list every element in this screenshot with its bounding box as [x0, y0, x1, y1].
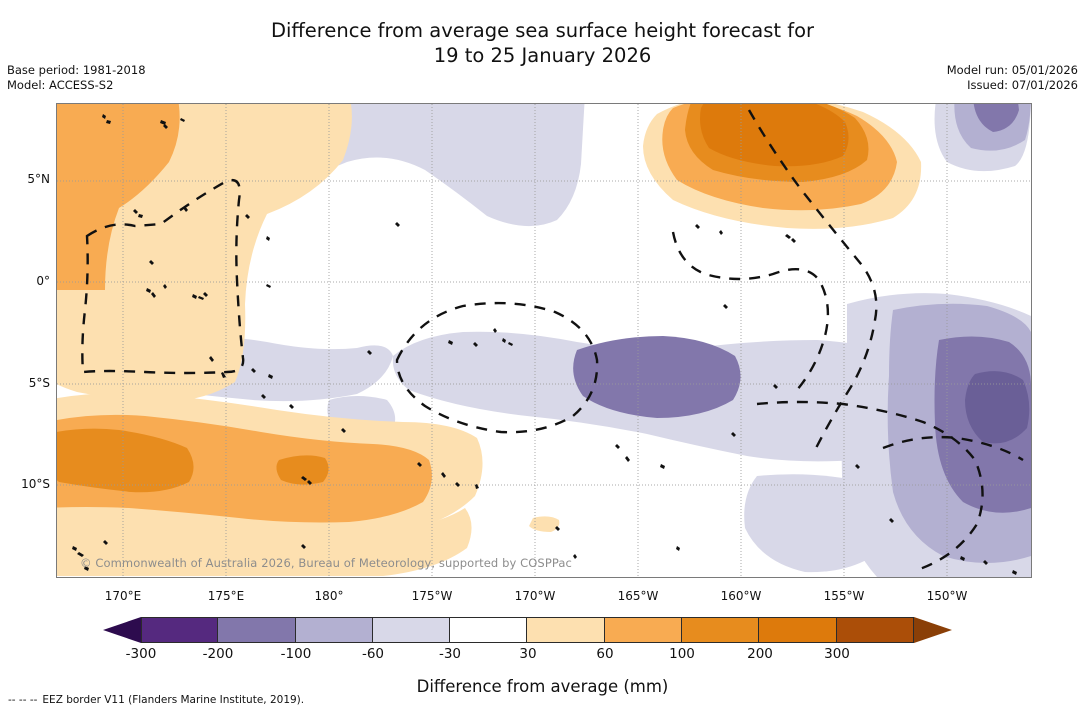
colorbar-tick--100: -100	[280, 646, 312, 662]
model-run-text: Model run: 05/01/2026	[946, 63, 1078, 77]
colorbar-bands	[141, 617, 914, 643]
base-period-text: Base period: 1981-2018	[7, 63, 146, 77]
colorbar-tick-100: 100	[669, 646, 695, 662]
colorbar-tick--60: -60	[361, 646, 385, 662]
colorbar-tick--30: -30	[438, 646, 462, 662]
title-line-2: 19 to 25 January 2026	[433, 44, 652, 67]
model-metadata-left: Base period: 1981-2018 Model: ACCESS-S2	[7, 63, 146, 93]
colorbar-band-7	[682, 617, 760, 643]
eez-legend: -- -- -- EEZ border V11 (Flanders Marine…	[8, 694, 304, 706]
colorbar-band-4	[450, 617, 528, 643]
colorbar-band-8	[759, 617, 837, 643]
lon-label-170w: 170°W	[514, 589, 556, 603]
lat-label-5s: 5°S	[28, 376, 50, 390]
colorbar-band-0	[141, 617, 219, 643]
colorbar-axis-label: Difference from average (mm)	[416, 677, 669, 696]
colorbar-band-2	[295, 617, 373, 643]
lon-label-160w: 160°W	[720, 589, 762, 603]
lat-label-5n: 5°N	[27, 172, 50, 186]
colorbar-tick-300: 300	[824, 646, 850, 662]
lat-label-10s: 10°S	[21, 477, 50, 491]
colorbar-band-3	[372, 617, 451, 643]
lat-label-0: 0°	[36, 274, 50, 288]
colorbar-extend-high	[914, 617, 952, 643]
page-title: Difference from average sea surface heig…	[0, 18, 1085, 68]
colorbar-tick--200: -200	[202, 646, 234, 662]
anomaly-contour-field	[57, 104, 1031, 577]
colorbar-band-5	[527, 617, 605, 643]
lon-label-175w: 175°W	[411, 589, 453, 603]
map-plot-area	[56, 103, 1032, 578]
model-metadata-right: Model run: 05/01/2026 Issued: 07/01/2026	[947, 63, 1078, 93]
lon-label-155w: 155°W	[823, 589, 865, 603]
issued-date-text: Issued: 07/01/2026	[967, 78, 1078, 92]
title-line-1: Difference from average sea surface heig…	[270, 19, 815, 42]
lon-label-180: 180°	[314, 589, 344, 603]
lon-label-170e: 170°E	[104, 589, 142, 603]
eez-dash-sample: -- -- --	[8, 694, 38, 706]
map-attribution: © Commonwealth of Australia 2026, Bureau…	[80, 556, 572, 570]
island-coastlines	[72, 114, 1017, 575]
colorbar-band-1	[218, 617, 296, 643]
colorbar-tick-60: 60	[596, 646, 614, 662]
model-name-text: Model: ACCESS-S2	[7, 78, 114, 92]
colorbar-tick-30: 30	[519, 646, 537, 662]
eez-legend-text: EEZ border V11 (Flanders Marine Institut…	[42, 694, 305, 706]
colorbar-tick-200: 200	[747, 646, 773, 662]
lon-label-150w: 150°W	[926, 589, 968, 603]
lon-label-165w: 165°W	[617, 589, 659, 603]
colorbar-extend-low	[103, 617, 141, 643]
colorbar-tick--300: -300	[125, 646, 157, 662]
eez-border-lines	[81, 109, 1024, 572]
colorbar-band-6	[604, 617, 683, 643]
colorbar-band-9	[836, 617, 914, 643]
lon-label-175e: 175°E	[207, 589, 245, 603]
